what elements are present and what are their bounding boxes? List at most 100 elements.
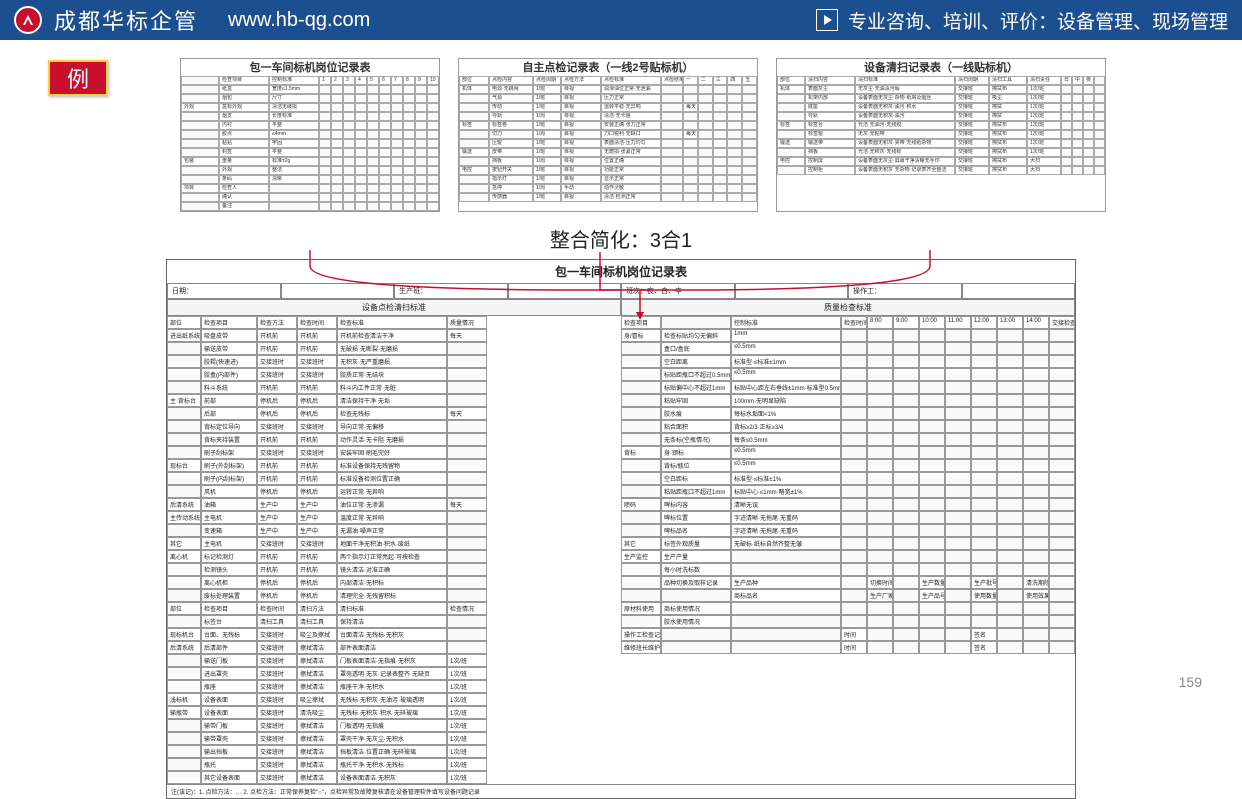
- cell: 位置正确: [601, 157, 661, 166]
- cell: [919, 641, 945, 654]
- cell: [867, 472, 893, 485]
- cell: [415, 121, 427, 130]
- cell: [167, 446, 201, 459]
- cell: [367, 193, 379, 202]
- cell: [742, 94, 757, 103]
- cell: [1023, 355, 1049, 368]
- cell: 粘贴: [219, 139, 269, 148]
- cell: [867, 615, 893, 628]
- cell: [459, 184, 489, 193]
- cell: [727, 85, 742, 94]
- combined-table: 包一车间标机岗位记录表日期：生产班：班次：夜、白、中操作工：设备点检清扫标准部位…: [166, 259, 1076, 799]
- cell: 按钮开关: [489, 166, 533, 175]
- cell: [343, 112, 355, 121]
- cell: 背标/瓶位: [661, 459, 731, 472]
- cell: 字迹清晰·无拖尾·无重码: [731, 511, 841, 524]
- cell: 点检内容: [489, 76, 533, 85]
- cell: [867, 420, 893, 433]
- cell: 目视: [561, 166, 601, 175]
- cell: [319, 121, 331, 130]
- cell: 四: [727, 76, 742, 85]
- cell: [379, 94, 391, 103]
- cell: 交接班时: [257, 537, 297, 550]
- cell: 刀口锐利·无缺口: [601, 130, 661, 139]
- cell: [447, 615, 487, 628]
- cell: 检查人: [219, 184, 269, 193]
- cell: [1049, 511, 1075, 524]
- cell: [997, 472, 1023, 485]
- cell: 安装牢固·刷毛完好: [337, 446, 447, 459]
- cell: 三: [713, 76, 728, 85]
- cell: [742, 130, 757, 139]
- cell: 标贴中心距左右垂线±1mm·标准型0.5mm·无明显差异: [731, 381, 841, 394]
- cell: [367, 139, 379, 148]
- cell: [661, 157, 683, 166]
- cell: [661, 184, 683, 193]
- cell: [997, 420, 1023, 433]
- cell: 设备表面无积灰·油污·积水: [855, 103, 955, 112]
- cell: [727, 184, 742, 193]
- mini-table: 设备清扫记录表（一线贴标机）部位清扫内容清扫标准清扫周期清扫工具清扫责任日中夜机…: [776, 58, 1106, 212]
- logo-icon: [14, 6, 42, 34]
- cell: 交接班时: [257, 641, 297, 654]
- cell: [391, 202, 403, 211]
- cell: 清扫方法: [297, 602, 337, 615]
- cell: [181, 121, 219, 130]
- cell: [343, 184, 355, 193]
- cell: [415, 103, 427, 112]
- cell: [331, 184, 343, 193]
- cell: 盒标外观: [219, 103, 269, 112]
- cell: [1023, 394, 1049, 407]
- cell: [1083, 148, 1094, 157]
- cell: 交接班时: [257, 355, 297, 368]
- cell: 使用数量: [971, 589, 997, 602]
- cell: 后清系统: [167, 641, 201, 654]
- cell: 交接班时: [257, 758, 297, 771]
- cell: [867, 368, 893, 381]
- cell: 标签辊: [805, 130, 855, 139]
- cell: 擦拭: [989, 103, 1027, 112]
- cell: [621, 563, 661, 576]
- cell: [1023, 550, 1049, 563]
- cell: [777, 112, 805, 121]
- cell: 点检周期: [533, 76, 561, 85]
- cell: 油箱: [201, 498, 257, 511]
- cell: 吸尘: [989, 94, 1027, 103]
- cell: 输出挡板: [201, 745, 257, 758]
- cell: [919, 563, 945, 576]
- cell: 交接班: [955, 121, 989, 130]
- cell: 生产产量: [661, 550, 731, 563]
- cell: [415, 112, 427, 121]
- cell: 温度正常·无异响: [337, 511, 447, 524]
- cell: 平整: [269, 148, 319, 157]
- cell: [1061, 121, 1072, 130]
- cell: 开机前: [257, 563, 297, 576]
- cell: [1083, 85, 1094, 94]
- head-cell: 操作工：: [848, 283, 962, 299]
- cell: [997, 329, 1023, 342]
- cell: 标签台: [201, 615, 257, 628]
- cell: [893, 498, 919, 511]
- cell: [919, 394, 945, 407]
- cell: [427, 157, 439, 166]
- cell: 停机后: [257, 576, 297, 589]
- cell: [1061, 103, 1072, 112]
- cell: 胶水使用情况: [661, 615, 731, 628]
- cell: 检查项目: [201, 602, 257, 615]
- cell: [841, 355, 867, 368]
- cell: [777, 148, 805, 157]
- cell: [319, 85, 331, 94]
- cell: [269, 193, 319, 202]
- cell: [945, 602, 971, 615]
- cell: 交接班时: [257, 680, 297, 693]
- cell: [742, 112, 757, 121]
- cell: [367, 112, 379, 121]
- cell: 1次/班: [447, 680, 487, 693]
- cell: 清晰无误: [731, 498, 841, 511]
- cell: 生产中: [297, 498, 337, 511]
- cell: [893, 420, 919, 433]
- cell: [1061, 112, 1072, 121]
- cell: [1049, 459, 1075, 472]
- cell: [841, 550, 867, 563]
- cell: [841, 329, 867, 342]
